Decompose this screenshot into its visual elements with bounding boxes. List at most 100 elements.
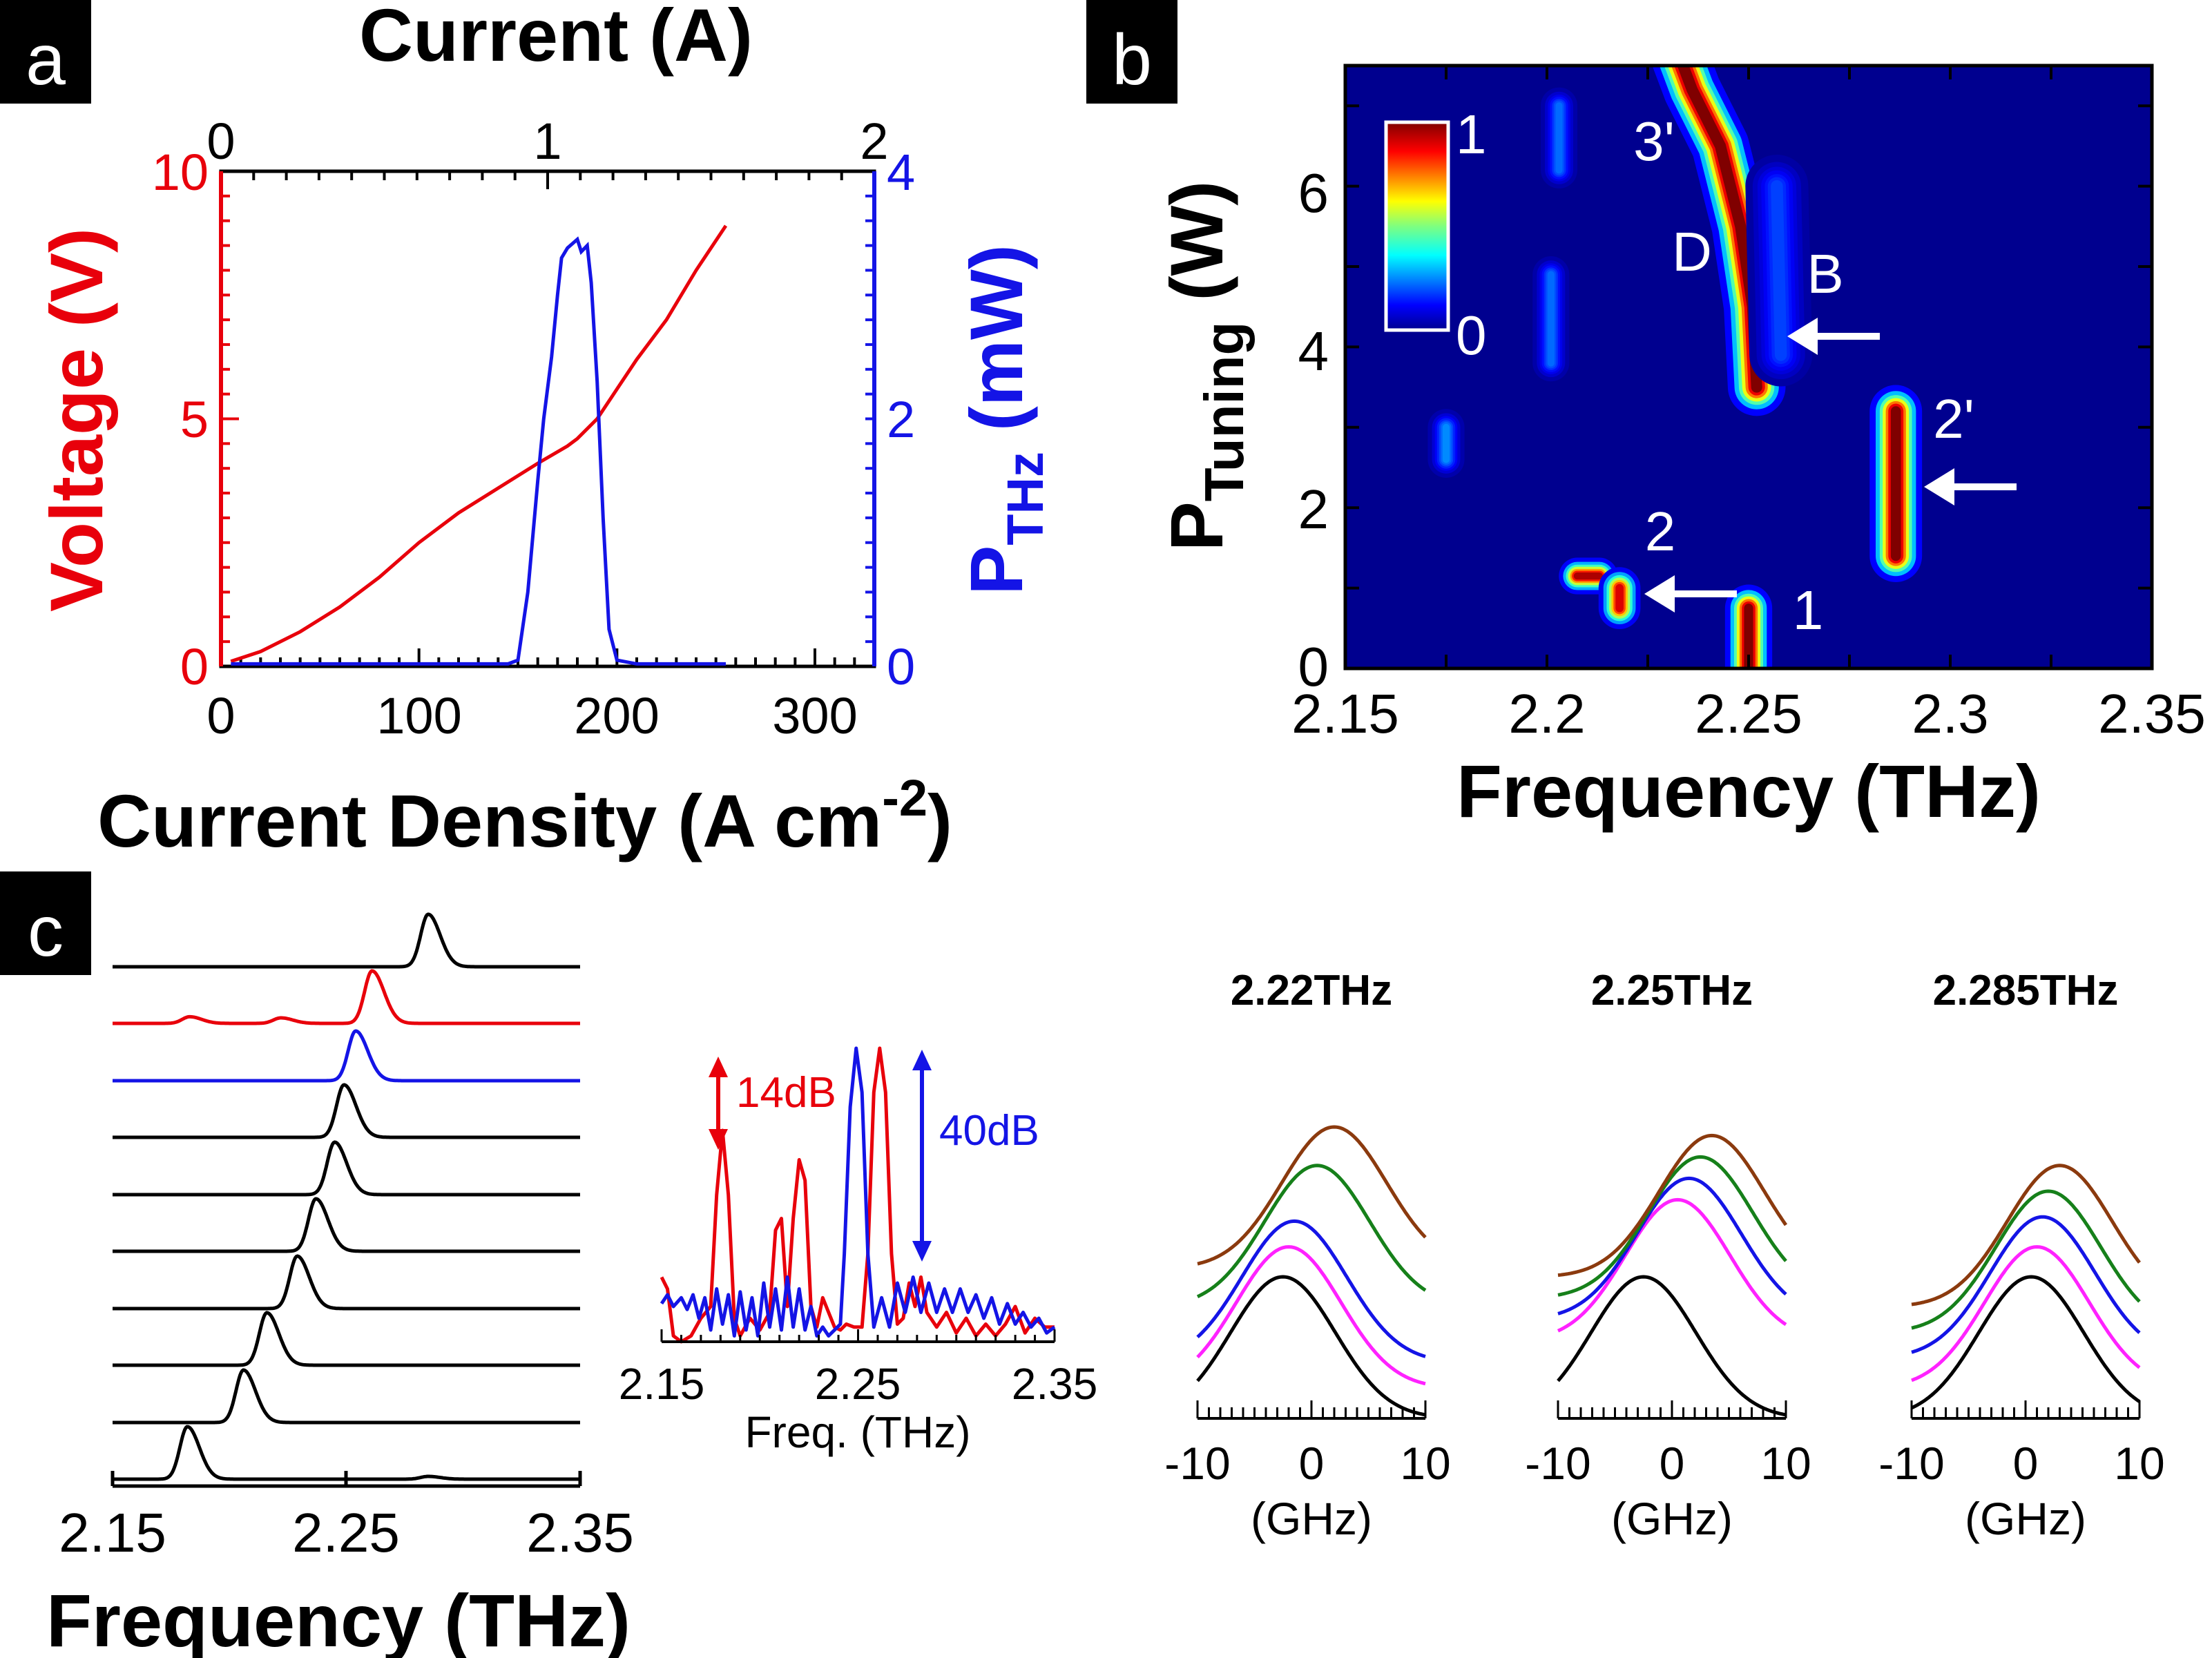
a-top-tick-0: 0 xyxy=(206,113,235,170)
panel-c-label-box xyxy=(0,871,91,975)
c-mode-profiles xyxy=(1196,1125,2141,1420)
a-voltage-curve xyxy=(230,224,728,664)
c-stack-tick-215: 2.15 xyxy=(59,1502,166,1563)
panel-a-label: a xyxy=(26,20,66,100)
a-bottom-axis-label: Current Density (A cm-2) xyxy=(97,769,952,862)
c-mode3-x-label: (GHz) xyxy=(1965,1493,2086,1544)
c-mode3-tick-m10: -10 xyxy=(1878,1438,1944,1489)
c-mode-title-225: 2.25THz xyxy=(1591,967,1753,1014)
b-y-axis-label: PTuning (W) xyxy=(1155,181,1255,552)
b-y-tick-2: 2 xyxy=(1298,479,1329,540)
c-14db-arrow xyxy=(709,1057,728,1150)
b-x-tick-220: 2.2 xyxy=(1508,683,1585,744)
c-log-series-blue xyxy=(660,1046,1056,1338)
a-left-tick-10: 10 xyxy=(152,144,209,201)
c-mode-curve-2-black xyxy=(1910,1275,2141,1410)
b-annotation-1: 1 xyxy=(1793,579,1824,641)
panel-a-label-box xyxy=(0,0,91,104)
c-log-tick-235: 2.35 xyxy=(1012,1359,1098,1409)
b-annotation-B: B xyxy=(1807,243,1843,305)
b-colorbar xyxy=(1384,120,1450,332)
c-mode-curve-1-green xyxy=(1557,1155,1787,1297)
c-stack-tick-225: 2.25 xyxy=(292,1502,400,1563)
b-colorbar-min: 0 xyxy=(1456,305,1487,366)
panel-c-label: c xyxy=(28,891,64,972)
a-top-axis-label: Current (A) xyxy=(359,0,753,77)
b-annotation-D: D xyxy=(1672,221,1712,282)
b-annotation-3prime: 3' xyxy=(1633,110,1675,172)
c-mode3-tick-0: 0 xyxy=(2013,1438,2039,1489)
a-right-axis-label: PTHz (mW) xyxy=(954,244,1054,595)
c-log-tick-215: 2.15 xyxy=(619,1359,705,1409)
c-mode2-tick-10: 10 xyxy=(1760,1438,1811,1489)
b-colorbar-max: 1 xyxy=(1456,104,1487,165)
c-mode-title-222: 2.22THz xyxy=(1231,967,1392,1014)
a-left-tick-5: 5 xyxy=(180,391,209,448)
b-x-tick-235: 2.35 xyxy=(2098,683,2206,744)
c-mode-title-2285: 2.285THz xyxy=(1933,967,2119,1014)
b-x-axis-label: Frequency (THz) xyxy=(1456,749,2041,833)
b-x-tick-230: 2.3 xyxy=(1912,683,1988,744)
c-spectrum-trace-1 xyxy=(113,969,580,1025)
panel-a: a Current (A) 0 1 2 0 5 10 0 2 4 0 100 2… xyxy=(0,0,1054,862)
b-x-tick-215: 2.15 xyxy=(1291,683,1399,744)
c-mode-curve-0-green xyxy=(1196,1164,1427,1298)
c-mode-curve-2-green xyxy=(1911,1189,2141,1330)
b-y-tick-0: 0 xyxy=(1298,636,1329,697)
a-plot-frame xyxy=(219,169,876,668)
a-left-axis-label: Voltage (V) xyxy=(35,228,118,612)
c-mode1-tick-0: 0 xyxy=(1299,1438,1325,1489)
c-40db-label: 40dB xyxy=(939,1107,1039,1155)
c-spectrum-trace-6 xyxy=(113,1254,580,1311)
c-log-series-red xyxy=(660,1046,1055,1344)
c-spectrum-trace-2 xyxy=(113,1029,580,1083)
c-log-spectra xyxy=(660,1046,1056,1344)
c-spectrum-trace-5 xyxy=(113,1197,580,1253)
b-plot-frame xyxy=(1343,64,2154,671)
a-right-tick-2: 2 xyxy=(887,391,915,448)
c-spectrum-trace-4 xyxy=(113,1140,580,1197)
c-stack-tick-235: 2.35 xyxy=(526,1502,634,1563)
panel-b-label-box xyxy=(1086,0,1177,104)
c-mode-curve-0-blue xyxy=(1196,1219,1426,1358)
c-mode-curve-1-brown xyxy=(1557,1133,1788,1278)
b-arrow-2prime xyxy=(1924,468,2017,505)
a-minor-ticks xyxy=(220,170,876,668)
c-mode3-tick-10: 10 xyxy=(2114,1438,2164,1489)
b-arrow-2 xyxy=(1644,575,1737,613)
c-mode2-tick-0: 0 xyxy=(1660,1438,1685,1489)
b-heatmap-features xyxy=(1427,66,1923,668)
a-bottom-tick-100: 100 xyxy=(376,687,461,744)
c-mode-curve-2-magenta xyxy=(1911,1245,2141,1382)
c-spectrum-trace-7 xyxy=(113,1311,580,1367)
c-mode1-tick-m10: -10 xyxy=(1164,1438,1230,1489)
c-mode-curve-1-magenta xyxy=(1557,1197,1787,1333)
panel-c: c 2.15 2.25 2.35 Frequency (THz) 2.15 2.… xyxy=(0,871,2165,1658)
c-spectrum-trace-3 xyxy=(113,1083,580,1139)
b-y-tick-6: 6 xyxy=(1298,162,1329,224)
a-bottom-tick-200: 200 xyxy=(574,687,659,744)
b-y-tick-4: 4 xyxy=(1298,320,1329,382)
b-annotation-2prime: 2' xyxy=(1933,388,1974,450)
a-left-tick-0: 0 xyxy=(180,638,209,695)
b-arrow-B xyxy=(1787,318,1880,355)
c-stack-x-axis-label: Frequency (THz) xyxy=(46,1579,631,1658)
c-40db-arrow xyxy=(912,1050,932,1262)
panel-b-label: b xyxy=(1112,20,1152,100)
a-right-tick-0: 0 xyxy=(887,638,915,695)
a-right-tick-4: 4 xyxy=(887,144,915,201)
c-mode-curve-0-black xyxy=(1196,1275,1426,1417)
c-mode-curve-2-blue xyxy=(1911,1215,2141,1354)
a-bottom-tick-0: 0 xyxy=(206,687,235,744)
c-log-x-ticks xyxy=(660,1329,1056,1342)
c-mode-curve-1-black xyxy=(1557,1275,1787,1417)
c-mode1-x-label: (GHz) xyxy=(1251,1493,1372,1544)
b-x-tick-225: 2.25 xyxy=(1695,683,1802,744)
c-mode-curve-0-brown xyxy=(1197,1125,1427,1266)
a-top-tick-1: 1 xyxy=(533,113,561,170)
a-top-tick-2: 2 xyxy=(860,113,888,170)
c-mode-curve-2-brown xyxy=(1911,1164,2141,1307)
a-bottom-tick-300: 300 xyxy=(772,687,857,744)
c-mode-curve-1-blue xyxy=(1557,1176,1787,1315)
